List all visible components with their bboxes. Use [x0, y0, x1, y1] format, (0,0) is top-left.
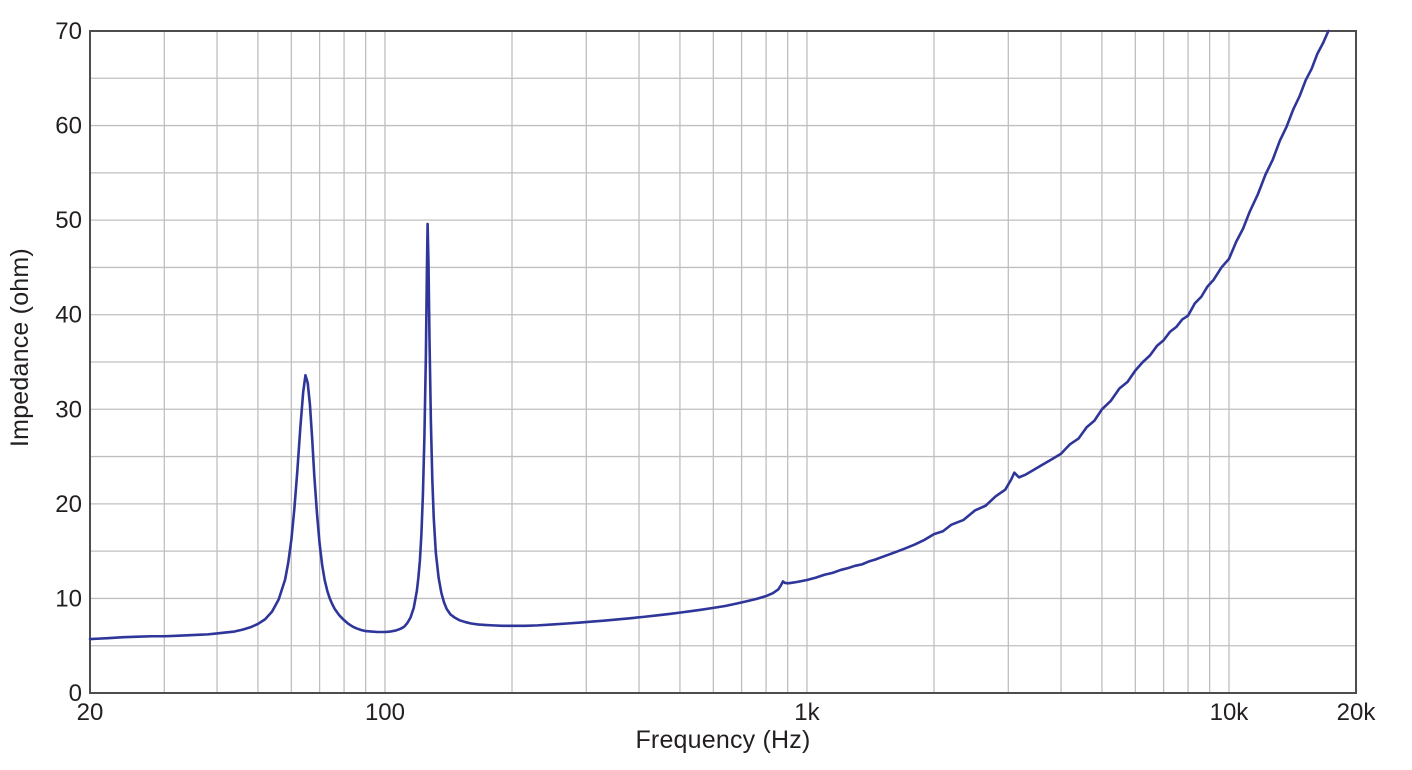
x-tick-label: 10k [1210, 699, 1250, 726]
y-tick-label: 30 [55, 396, 82, 423]
x-tick-label: 1k [794, 699, 820, 726]
y-tick-label: 10 [55, 585, 82, 612]
y-axis-title: Impedance (ohm) [6, 248, 34, 447]
y-tick-label: 20 [55, 491, 82, 518]
x-tick-label: 100 [365, 699, 405, 726]
y-tick-label: 0 [69, 680, 82, 707]
x-tick-label: 20k [1337, 699, 1377, 726]
x-axis-title: Frequency (Hz) [635, 726, 811, 754]
plot-border [89, 30, 1357, 694]
y-tick-label: 70 [55, 18, 82, 45]
y-tick-label: 40 [55, 302, 82, 329]
y-tick-label: 60 [55, 113, 82, 140]
x-tick-label: 20 [77, 699, 104, 726]
impedance-curve [88, 29, 1330, 641]
y-tick-label: 50 [55, 207, 82, 234]
